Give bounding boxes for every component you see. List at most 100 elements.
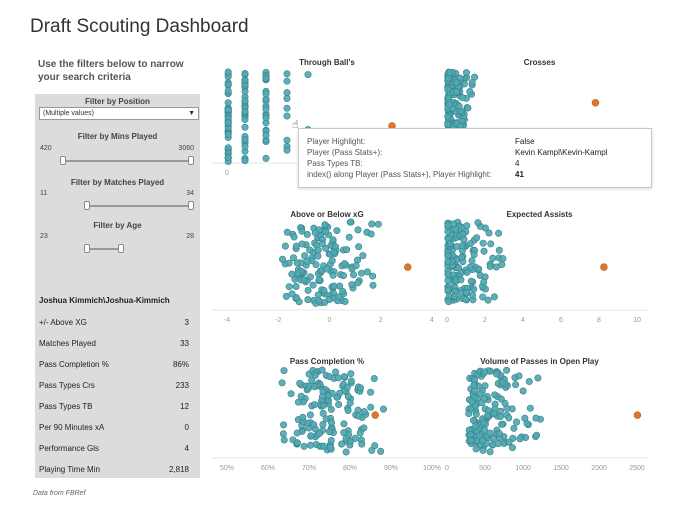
stat-label: +/- Above XG [39, 318, 87, 327]
player-dot [452, 79, 460, 87]
player-dot [280, 421, 288, 429]
player-dot [455, 264, 463, 272]
player-dot [262, 131, 270, 139]
player-dot [484, 296, 492, 304]
player-dot [283, 136, 291, 144]
player-dot [505, 414, 513, 422]
tick-label: -2 [275, 317, 281, 324]
player-dot [316, 429, 324, 437]
scatter-panel: Volume of Passes in Open Play 0 500 1000 150… [432, 357, 647, 472]
player-dot [307, 441, 315, 449]
player-dot [466, 240, 474, 248]
player-dot [462, 295, 470, 303]
player-dot [224, 68, 232, 76]
player-dot [534, 374, 542, 382]
player-dot [301, 252, 309, 260]
player-dot [310, 383, 318, 391]
player-dot [501, 399, 509, 407]
position-filter-select[interactable]: (Multiple values) ▼ [39, 107, 199, 120]
tick-label: 90% [384, 465, 398, 472]
player-dot [341, 298, 349, 306]
player-dot [503, 366, 511, 374]
player-dot [314, 246, 322, 254]
tooltip-value: Kevin Kampl\Kevin-Kampl [515, 148, 608, 157]
player-dot [330, 282, 338, 290]
player-dot [292, 282, 300, 290]
stat-value: 233 [175, 381, 189, 390]
player-dot [292, 242, 300, 250]
player-dot [367, 230, 375, 238]
player-dot [350, 271, 358, 279]
player-dot [474, 219, 482, 227]
player-dot [290, 233, 298, 241]
player-dot [475, 265, 483, 273]
player-dot [282, 292, 290, 300]
player-dot [498, 261, 506, 269]
player-dot [490, 410, 498, 418]
player-dot [352, 262, 360, 270]
player-dot [496, 413, 504, 421]
tick-label: 100% [423, 465, 441, 472]
player-dot [314, 252, 322, 260]
player-dot [298, 227, 306, 235]
player-dot [283, 228, 291, 236]
player-dot [368, 220, 376, 228]
player-dot [354, 406, 362, 414]
player-dot [327, 405, 335, 413]
player-dot [320, 287, 328, 295]
player-dot [338, 440, 346, 448]
tick-label: 4 [430, 317, 434, 324]
player-dot [344, 407, 352, 415]
player-dot [343, 383, 351, 391]
tick-label: 0 [225, 170, 229, 177]
player-dot [304, 296, 312, 304]
player-dot [279, 430, 287, 438]
player-dot [285, 283, 293, 291]
player-dot [224, 130, 232, 138]
matches-slider-high-handle[interactable] [188, 201, 194, 210]
player-dot [307, 432, 315, 440]
player-dot [489, 254, 497, 262]
player-dot [505, 438, 513, 446]
player-dot [445, 100, 453, 108]
player-dot [456, 74, 464, 82]
mins-range-min: 420 [40, 145, 52, 152]
tooltip-key: Pass Types TB: [307, 159, 363, 168]
stat-row: Per 90 Minutes xA 0 [39, 423, 189, 435]
player-dot [299, 413, 307, 421]
player-dot [309, 281, 317, 289]
player-dot [262, 154, 270, 162]
stat-value: 3 [184, 318, 189, 327]
filter-sidebar: Filter by Position (Multiple values) ▼ F… [35, 94, 200, 478]
age-filter-label: Filter by Age [93, 221, 142, 230]
mins-slider-high-handle[interactable] [188, 156, 194, 165]
age-slider-low-handle[interactable] [84, 244, 90, 253]
player-dot [469, 291, 477, 299]
dashboard-title: Draft Scouting Dashboard [30, 16, 249, 37]
player-dot [224, 144, 232, 152]
mins-slider-low-handle[interactable] [60, 156, 66, 165]
player-dot [367, 403, 375, 411]
highlighted-player-dot [371, 411, 379, 419]
player-dot [485, 229, 493, 237]
player-dot [490, 293, 498, 301]
player-dot [444, 276, 452, 284]
player-dot [523, 420, 531, 428]
player-dot [318, 366, 326, 374]
player-dot [241, 136, 249, 144]
age-slider-high-handle[interactable] [118, 244, 124, 253]
player-dot [289, 254, 297, 262]
stat-label: Pass Types Crs [39, 381, 95, 390]
player-dot [475, 432, 483, 440]
player-dot [340, 429, 348, 437]
player-dot [315, 275, 323, 283]
tick-label: 0 [445, 465, 449, 472]
stat-row: Pass Types TB 12 [39, 402, 189, 414]
player-dot [262, 90, 270, 98]
player-dot [444, 74, 452, 82]
tick-label: 2500 [629, 465, 645, 472]
matches-slider-low-handle[interactable] [84, 201, 90, 210]
player-dot [374, 220, 382, 228]
player-dot [484, 412, 492, 420]
player-dot [487, 240, 495, 248]
